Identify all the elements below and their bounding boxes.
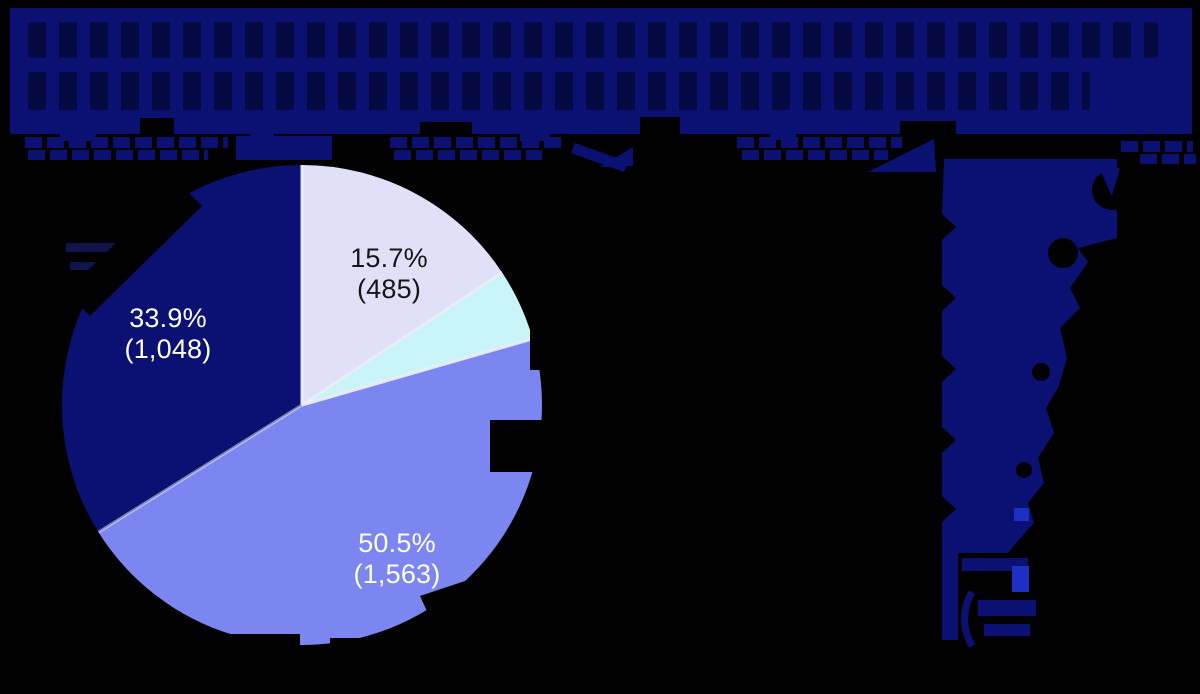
bottom-navy-fragments xyxy=(962,558,1036,636)
count-periwinkle: (1,563) xyxy=(353,559,441,589)
banner-edge-bite xyxy=(140,118,174,134)
percent-lavender: 15.7% xyxy=(350,243,428,273)
percent-navy: 33.9% xyxy=(129,303,207,333)
illegible-label-right-line1 xyxy=(737,137,902,148)
count-lavender: (485) xyxy=(356,274,422,304)
illegible-title-line-1 xyxy=(28,22,1158,58)
pie-slice-pale-cyan-sliver xyxy=(302,272,533,405)
illegible-label-middle-line2 xyxy=(394,150,542,160)
title-banner xyxy=(10,8,1192,134)
bright-blue-fragments xyxy=(1012,508,1029,592)
pie-value-label-lavender: 15.7% (485) xyxy=(319,243,459,305)
illegible-label-far-right-line2 xyxy=(1140,154,1196,164)
illegible-label-right-line2 xyxy=(742,150,888,160)
banner-edge-bite xyxy=(900,121,956,134)
percent-periwinkle: 50.5% xyxy=(358,528,436,558)
pie-slice-lavender xyxy=(302,165,503,405)
right-panel-silhouette xyxy=(942,159,1117,640)
banner-edge-bite xyxy=(420,122,472,134)
illegible-label-left-line1 xyxy=(25,137,228,148)
pie-value-label-periwinkle: 50.5% (1,563) xyxy=(327,528,467,590)
illegible-label-middle-line1 xyxy=(390,137,562,148)
illegible-label-far-right-line1 xyxy=(1121,141,1193,152)
count-navy: (1,048) xyxy=(124,334,212,364)
pie-value-label-navy: 33.9% (1,048) xyxy=(98,303,238,365)
illegible-title-line-2 xyxy=(28,72,1090,110)
banner-edge-bite xyxy=(640,117,680,134)
pie-slice-edges xyxy=(97,165,534,534)
label-tail-wedges xyxy=(571,139,1120,196)
pie-slice-periwinkle xyxy=(98,338,543,645)
illegible-label-merged-block xyxy=(236,136,332,160)
illegible-label-left-line2 xyxy=(28,150,208,160)
paren-glyph-fragment xyxy=(961,590,976,648)
black-text-occlusions-pie xyxy=(66,170,612,650)
